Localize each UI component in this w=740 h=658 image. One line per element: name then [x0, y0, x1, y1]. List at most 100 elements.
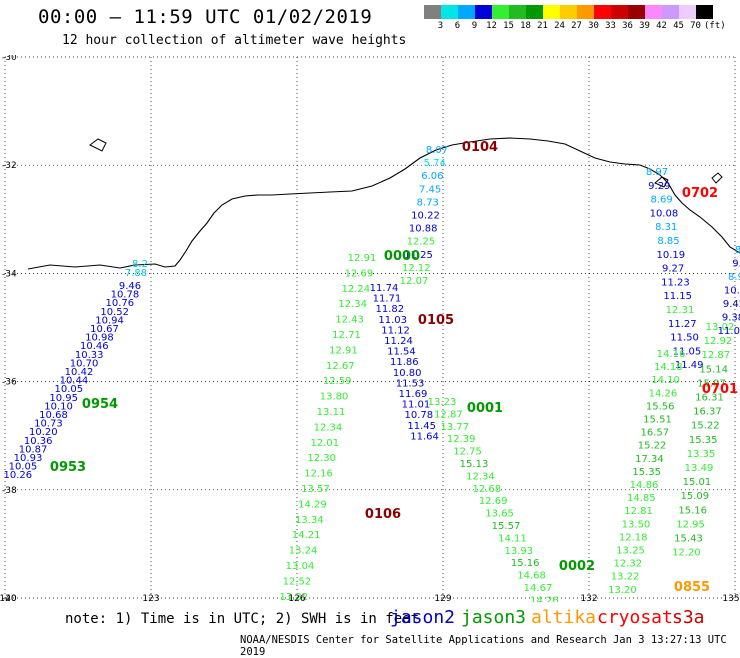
wave-height-value: 15.16 — [511, 558, 540, 569]
color-scale-label: 9 — [471, 21, 478, 31]
pass-time-labels: 0954 0953 0104 0000 0105 0001 0106 0002 0702 0701… — [50, 140, 738, 595]
wave-height-value: 5.74 — [424, 158, 446, 169]
wave-height-value: 14.29 — [298, 499, 327, 510]
wave-height-value: 16.31 — [695, 393, 724, 404]
wave-height-value: 12.30 — [307, 453, 336, 464]
lon-tick-label: 120 — [0, 594, 17, 602]
color-scale-label: 18 — [520, 21, 531, 31]
wave-height-value: 12.43 — [335, 315, 364, 326]
wave-height-value: 10.94 — [95, 315, 124, 326]
pass-time-label: 0002 — [559, 559, 595, 574]
wave-height-value: 13.25 — [616, 546, 645, 557]
wave-height-value: 10.20 — [29, 427, 58, 438]
color-scale-label: (ft) — [704, 21, 726, 31]
color-swatch — [679, 5, 696, 19]
color-scale-label: 27 — [571, 21, 582, 31]
island-cape — [711, 172, 723, 184]
pass-time-label: 0855 — [674, 580, 710, 595]
wave-height-value: 12.69 — [479, 496, 508, 507]
wave-height-value: 11.53 — [396, 378, 425, 389]
footer-note: note: 1) Time is in UTC; 2) SWH is in fe… — [65, 611, 420, 627]
wave-height-value: 10.36 — [24, 436, 53, 447]
wave-height-value: 10.98 — [85, 333, 114, 344]
wave-height-value: 11.49 — [675, 360, 704, 371]
wave-height-value: 13.50 — [622, 519, 651, 530]
island-small — [89, 138, 107, 152]
color-scale-label: 24 — [554, 21, 565, 31]
axis-tick-labels: 120 123 126 129 132 135 -30 -32 -34 -36 -38 -40 — [0, 55, 740, 602]
lon-tick-label: 132 — [580, 594, 597, 602]
wave-height-value: 9. — [732, 259, 740, 270]
color-scale-label: 39 — [639, 21, 650, 31]
wave-height-value: 8.73 — [417, 197, 439, 208]
color-scale-label: 21 — [537, 21, 548, 31]
wave-height-value: 11.54 — [387, 347, 416, 358]
wave-height-value: 15.35 — [632, 467, 661, 478]
wave-height-value: 11.86 — [390, 357, 419, 368]
pass-time-label: 0954 — [82, 397, 118, 412]
wave-height-value: 10.70 — [70, 358, 99, 369]
wave-height-value: 15.22 — [638, 441, 667, 452]
wave-height-value: 14.86 — [630, 480, 659, 491]
wave-height-value: 15.01 — [683, 477, 712, 488]
color-scale-label: 45 — [673, 21, 684, 31]
wave-height-value: 12.25 — [407, 237, 436, 248]
color-swatch — [458, 5, 475, 19]
wave-height-value: 13.02 — [706, 322, 735, 333]
wave-height-value: 10.78 — [404, 410, 433, 421]
lon-tick-label: 123 — [142, 594, 159, 602]
wave-height-value: 8.69 — [650, 195, 672, 206]
pass-time-label: 0953 — [50, 460, 86, 475]
color-swatch — [543, 5, 560, 19]
legend-altika: altika — [531, 607, 597, 628]
wave-height-value: 10.05 — [54, 384, 83, 395]
wave-height-value: 12.68 — [472, 484, 501, 495]
lat-tick-label: -38 — [2, 486, 17, 496]
color-scale-labels: 3 6 9 12 15 18 21 24 27 30 33 36 39 42 45 70 (ft) — [424, 21, 740, 35]
wave-height-value: 11.82 — [375, 304, 404, 315]
wave-height-value: 10.80 — [393, 368, 422, 379]
pass-time-label: 0702 — [682, 186, 718, 201]
pass-time-label: 0105 — [418, 313, 454, 328]
color-scale-label: 42 — [656, 21, 667, 31]
wave-height-value: 10.10 — [44, 401, 73, 412]
wave-height-value: 12.24 — [341, 284, 370, 295]
color-scale-label: 6 — [454, 21, 461, 31]
wave-height-value: 12.20 — [672, 548, 701, 559]
wave-height-value: 8.07 — [426, 145, 448, 156]
wave-height-value: 12.75 — [453, 447, 482, 458]
color-scale-label: 33 — [605, 21, 616, 31]
legend-jason2: jason2 — [390, 607, 456, 628]
wave-height-value: 11.15 — [663, 291, 692, 302]
wave-height-value: 14.18 — [654, 362, 683, 373]
color-swatch — [645, 5, 662, 19]
lat-tick-label: -32 — [2, 161, 17, 171]
lat-tick-label: -34 — [2, 269, 17, 279]
wave-height-value: 12.12 — [402, 263, 431, 274]
wave-height-value: 10.05 — [9, 462, 38, 473]
wave-height-value: 15.14 — [699, 364, 728, 375]
wave-height-value: 10.78 — [111, 290, 140, 301]
wave-height-value: 8.9 — [728, 272, 740, 283]
wave-height-value: 10.46 — [80, 341, 109, 352]
lat-tick-label: -36 — [2, 378, 17, 388]
wave-height-value: 13.24 — [289, 546, 318, 557]
wave-height-value: 12.87 — [434, 409, 463, 420]
wave-height-value: 14.67 — [524, 583, 553, 594]
wave-height-value: 15.09 — [680, 491, 709, 502]
wave-height-value: 12.69 — [345, 268, 374, 279]
lon-tick-label: 129 — [434, 594, 451, 602]
wave-height-value: 11.71 — [373, 294, 402, 305]
wave-height-value: 13.57 — [301, 484, 330, 495]
wave-height-value: 13.65 — [485, 509, 514, 520]
wave-height-value: 12.91 — [348, 253, 377, 264]
color-swatch — [424, 5, 441, 19]
wave-height-value: 13.04 — [286, 561, 315, 572]
wave-height-value: 13.23 — [428, 397, 457, 408]
wave-height-value: 16.37 — [693, 407, 722, 418]
color-swatch — [577, 5, 594, 19]
wave-height-value: 12.39 — [447, 434, 476, 445]
wave-height-value: 11.25 — [404, 250, 433, 261]
legend-cryosat: cryosat — [597, 607, 673, 628]
wave-height-value: 11.64 — [410, 431, 439, 442]
